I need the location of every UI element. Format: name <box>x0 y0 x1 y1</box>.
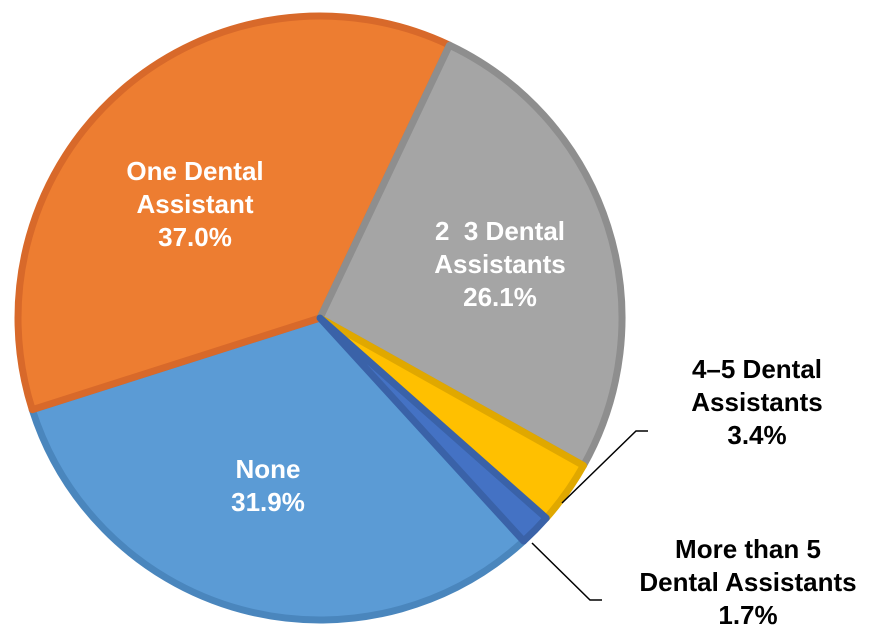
pie-slice-none <box>28 314 528 624</box>
slice-value-label: 31.9% <box>231 487 305 517</box>
slice-name-line: More than 5 <box>675 534 821 564</box>
pie-slices <box>14 12 626 624</box>
slice-labels: None 31.9% One Dental Assistant 37.0% 2 3 Den… <box>126 156 856 630</box>
slice-value-label: 37.0% <box>158 222 232 252</box>
slice-value-label: 1.7% <box>718 600 777 630</box>
slice-label-one-dental-assistant: One Dental Assistant 37.0% <box>126 156 263 252</box>
slice-label-2-3-dental-assistants: 2 3 Dental Assistants 26.1% <box>434 216 566 312</box>
slice-name-line: One Dental <box>126 156 263 186</box>
leader-lines <box>531 430 648 601</box>
slice-name-line: 4–5 Dental <box>692 354 822 384</box>
slice-label-4-5-dental-assistants: 4–5 Dental Assistants 3.4% <box>691 354 823 450</box>
pie-slice-more-than-5-dental-assistants <box>316 314 550 545</box>
pie-slice-2-3-dental-assistants <box>316 41 626 470</box>
slice-name-line: Assistants <box>434 249 566 279</box>
slice-name-line: Dental Assistants <box>639 567 856 597</box>
slice-name-line: Assistant <box>136 189 253 219</box>
slice-label-none: None 31.9% <box>231 454 305 517</box>
slice-name-line: 2 3 Dental <box>435 216 565 246</box>
pie-slice-one-dental-assistant <box>14 12 453 414</box>
slice-name-line: None <box>236 454 301 484</box>
leader-line-4-5-dental-assistants <box>561 430 648 504</box>
slice-value-label: 26.1% <box>463 282 537 312</box>
slice-value-label: 3.4% <box>727 420 786 450</box>
leader-line-more-than-5-dental-assistants <box>531 542 602 601</box>
slice-name-line: Assistants <box>691 387 823 417</box>
slice-label-more-than-5-dental-assistants: More than 5 Dental Assistants 1.7% <box>639 534 856 630</box>
